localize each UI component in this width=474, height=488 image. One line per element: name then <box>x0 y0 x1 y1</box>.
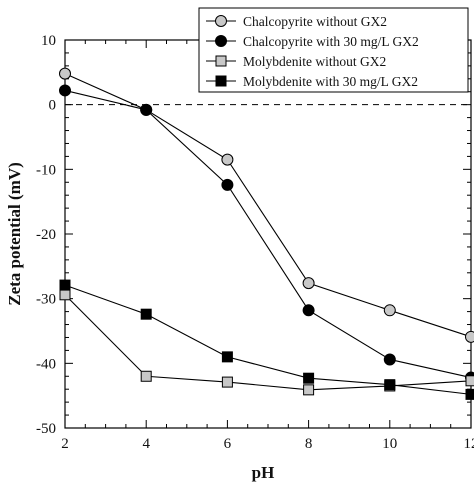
series-line <box>64 89 472 379</box>
x-tick-label: 12 <box>464 436 474 452</box>
series-layer <box>59 67 474 400</box>
y-tick-label: -30 <box>36 292 56 308</box>
x-axis-title: pH <box>252 463 275 482</box>
legend-marker <box>215 55 227 67</box>
data-point <box>465 375 474 387</box>
legend-entry: Chalcopyrite without GX2 <box>206 14 387 29</box>
data-point <box>302 277 315 290</box>
x-tick-label: 10 <box>382 436 397 452</box>
legend-entry: Molybdenite with 30 mg/L GX2 <box>206 74 418 89</box>
legend-marker <box>215 15 227 27</box>
series-line <box>64 73 472 338</box>
data-point <box>59 279 71 291</box>
data-point <box>383 304 396 317</box>
y-tick-label: -20 <box>36 227 56 243</box>
y-tick-label: -40 <box>36 356 56 372</box>
data-point <box>465 330 474 343</box>
data-point <box>140 308 152 320</box>
legend-label: Molybdenite with 30 mg/L GX2 <box>243 74 418 89</box>
data-point <box>221 178 234 191</box>
data-point <box>59 289 71 301</box>
legend-marker <box>215 75 227 87</box>
legend-entry: Chalcopyrite with 30 mg/L GX2 <box>206 34 419 49</box>
data-point <box>221 351 233 363</box>
y-tick-label: -10 <box>36 162 56 178</box>
y-axis-title: Zeta potential (mV) <box>5 162 24 306</box>
data-point <box>302 304 315 317</box>
plot-frame <box>64 39 472 429</box>
legend-box <box>198 7 469 93</box>
legend-entry: Molybdenite without GX2 <box>206 54 386 69</box>
data-point <box>59 67 71 80</box>
legend-label: Chalcopyrite with 30 mg/L GX2 <box>243 34 419 49</box>
data-point <box>221 376 233 388</box>
series-1 <box>59 67 474 343</box>
x-tick-label: 4 <box>142 436 150 452</box>
data-point <box>465 388 474 400</box>
axis-ticks: 10 0 -10 -20 -30 -40 -50 2 4 6 8 10 12 <box>36 33 474 452</box>
legend-label: Chalcopyrite without GX2 <box>243 14 387 29</box>
series-2 <box>59 84 474 384</box>
series-4 <box>59 279 474 400</box>
y-tick-label: -50 <box>36 421 56 437</box>
series-line <box>64 294 472 391</box>
data-point <box>140 103 153 116</box>
data-point <box>59 84 71 97</box>
data-point <box>221 153 234 166</box>
data-point <box>140 370 152 382</box>
data-point <box>303 372 315 384</box>
x-tick-label: 8 <box>305 436 313 452</box>
legend-marker <box>215 35 227 47</box>
data-point <box>303 384 315 396</box>
series-line <box>64 284 472 395</box>
x-tick-label: 6 <box>224 436 232 452</box>
y-tick-label: 10 <box>41 33 56 49</box>
x-tick-label: 2 <box>61 436 69 452</box>
y-tick-label: 0 <box>49 98 57 114</box>
data-point <box>383 353 396 366</box>
legend: Chalcopyrite without GX2 Chalcopyrite wit… <box>198 7 469 93</box>
legend-label: Molybdenite without GX2 <box>243 54 386 69</box>
data-point <box>384 379 396 391</box>
